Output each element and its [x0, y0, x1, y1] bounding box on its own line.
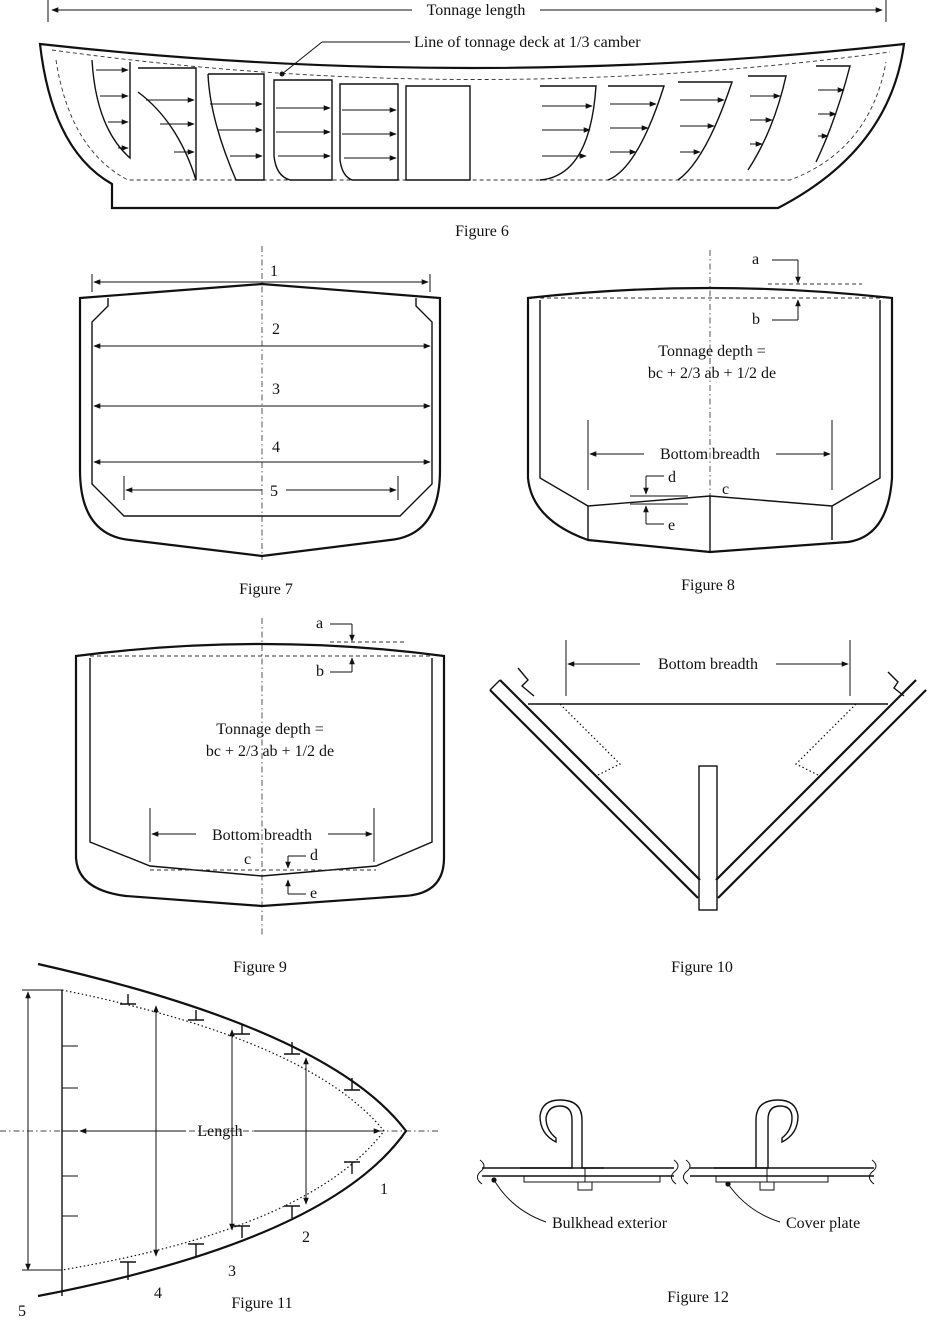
fig8-tonnage-depth-line2: bc + 2/3 ab + 1/2 de — [648, 365, 776, 382]
fig12-caption: Figure 12 — [667, 1289, 729, 1306]
fig9-tonnage-depth-line2: bc + 2/3 ab + 1/2 de — [206, 743, 334, 760]
fig11-number-2: 2 — [302, 1229, 310, 1246]
fig9-caption: Figure 9 — [233, 959, 287, 976]
figure-6: Tonnage length Line of tonnage deck at 1… — [38, 0, 906, 240]
fig7-number-4: 4 — [272, 439, 280, 456]
fig8-letter-d: d — [668, 469, 676, 486]
fig12-cover-plate: Cover plate — [786, 1215, 860, 1232]
fig8-letter-c: c — [722, 481, 729, 498]
figure-12: Bulkhead exterior Cover plate Figure 12 — [476, 1099, 877, 1306]
fig6-tonnage-length-label: Tonnage length — [427, 2, 526, 19]
fig7-caption: Figure 7 — [239, 581, 293, 598]
fig8-tonnage-depth-line1: Tonnage depth = — [658, 343, 765, 360]
fig8-section-outline — [526, 286, 894, 554]
fig8-bottom-breadth: Bottom breadth — [660, 446, 760, 463]
fig7-number-2: 2 — [272, 321, 280, 338]
fig8-caption: Figure 8 — [681, 577, 735, 594]
figure-8: a b Tonnage depth = bc + 2/3 ab + 1/2 de… — [526, 250, 894, 594]
fig7-section-outline — [78, 282, 442, 558]
fig11-caption: Figure 11 — [231, 1295, 292, 1312]
fig11-length-label: Length — [197, 1123, 242, 1140]
fig11-number-3: 3 — [228, 1263, 236, 1280]
fig9-letter-c: c — [244, 851, 251, 868]
fig6-caption: Figure 6 — [455, 223, 509, 240]
fig9-letter-d: d — [310, 847, 318, 864]
fig9-bottom-breadth: Bottom breadth — [212, 827, 312, 844]
fig8-letter-a: a — [752, 251, 759, 268]
fig7-number-3: 3 — [272, 381, 280, 398]
fig8-letter-b: b — [752, 311, 760, 328]
fig9-letter-b: b — [316, 663, 324, 680]
fig7-number-5: 5 — [270, 483, 278, 500]
figure-7: 1 2 3 4 5 Figure 7 — [78, 246, 442, 598]
fig9-letter-e: e — [310, 885, 317, 902]
figure-10: Bottom breadth Figure 10 — [489, 640, 927, 976]
fig9-section-outline — [74, 642, 446, 908]
fig6-hull-outline — [38, 42, 906, 210]
fig11-hull-outline — [37, 962, 408, 1298]
fig6-deck-note: Line of tonnage deck at 1/3 camber — [414, 34, 641, 51]
fig12-bulkhead-exterior: Bulkhead exterior — [552, 1215, 668, 1232]
fig9-tonnage-depth-line1: Tonnage depth = — [216, 721, 323, 738]
figure-11: Length 1 2 3 4 5 Figure 11 — [0, 962, 440, 1320]
fig8-letter-e: e — [668, 517, 675, 534]
fig11-number-1: 1 — [380, 1181, 388, 1198]
fig11-number-4: 4 — [154, 1285, 162, 1302]
fig7-number-1: 1 — [270, 263, 278, 280]
fig11-number-5: 5 — [18, 1303, 26, 1320]
fig9-letter-a: a — [316, 615, 323, 632]
figure-9: a b Tonnage depth = bc + 2/3 ab + 1/2 de… — [74, 615, 446, 976]
fig10-bottom-breadth: Bottom breadth — [658, 656, 758, 673]
fig10-caption: Figure 10 — [671, 959, 733, 976]
